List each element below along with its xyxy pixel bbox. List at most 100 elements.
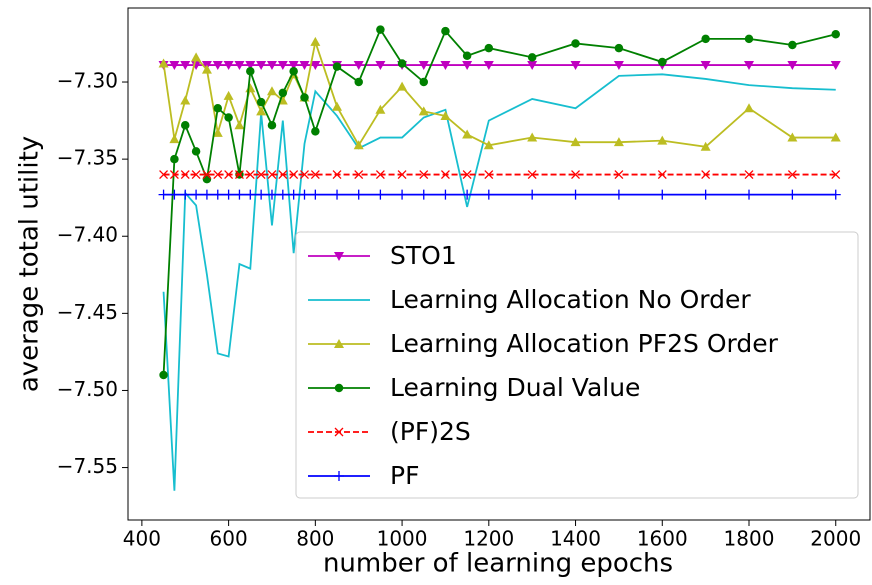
marker [224, 113, 233, 122]
series [159, 25, 840, 380]
marker [440, 189, 451, 200]
marker [180, 61, 191, 71]
marker [788, 40, 797, 50]
x-tick-label: 1600 [637, 527, 688, 551]
marker [527, 132, 538, 142]
marker [212, 189, 223, 200]
marker [201, 189, 212, 200]
marker [440, 170, 450, 180]
marker [332, 189, 343, 200]
marker [787, 189, 798, 200]
x-tick-label: 1200 [463, 527, 514, 551]
marker [266, 189, 277, 200]
marker [180, 170, 190, 180]
marker [246, 66, 255, 76]
marker [212, 127, 223, 137]
y-tick-label: −7.30 [57, 69, 118, 93]
legend-box [295, 231, 859, 499]
marker [462, 129, 473, 139]
marker [527, 61, 538, 71]
marker [830, 189, 841, 200]
marker [158, 58, 169, 68]
marker [830, 132, 841, 142]
marker [267, 170, 277, 180]
marker [397, 81, 408, 91]
marker [701, 34, 710, 44]
marker [744, 189, 755, 200]
marker [375, 61, 386, 71]
marker [223, 61, 234, 71]
marker [300, 93, 309, 102]
marker [334, 383, 344, 393]
marker [191, 147, 201, 156]
marker [483, 189, 494, 200]
marker [570, 61, 581, 71]
marker [180, 95, 191, 105]
marker [311, 127, 320, 136]
marker [353, 189, 364, 200]
marker [277, 61, 288, 71]
marker [266, 86, 277, 96]
legend-label: STO1 [390, 241, 457, 270]
marker [354, 77, 363, 87]
marker [169, 134, 180, 144]
marker [299, 189, 310, 200]
line [162, 73, 836, 491]
marker [744, 34, 754, 44]
y-tick-label: −7.50 [57, 377, 118, 401]
marker [462, 61, 473, 71]
marker [213, 170, 223, 180]
marker [353, 140, 364, 150]
marker [277, 189, 288, 200]
marker [462, 170, 472, 180]
marker [657, 135, 668, 145]
marker [700, 141, 711, 151]
marker [657, 170, 667, 180]
marker [288, 61, 299, 71]
marker [245, 189, 256, 200]
marker [256, 170, 266, 180]
marker [831, 29, 840, 39]
marker [613, 61, 624, 71]
marker [266, 61, 277, 71]
marker [256, 97, 266, 107]
marker [787, 132, 798, 142]
marker [278, 170, 288, 180]
marker [191, 61, 202, 71]
marker [483, 61, 494, 71]
marker [613, 137, 624, 147]
y-tick-label: −7.35 [57, 146, 118, 170]
marker [613, 189, 624, 200]
marker [180, 189, 191, 200]
marker [267, 120, 277, 130]
y-axis-label: average total utility [15, 136, 45, 392]
marker [278, 88, 288, 98]
marker [571, 170, 581, 180]
marker [245, 83, 256, 93]
marker [170, 154, 179, 164]
marker [300, 170, 309, 180]
marker [462, 189, 473, 200]
legend-label: Learning Allocation No Order [390, 285, 751, 314]
marker [830, 61, 841, 71]
legend-label: PF [390, 461, 419, 490]
x-tick-label: 400 [123, 527, 161, 551]
marker [418, 189, 429, 200]
marker [440, 61, 451, 71]
series [158, 189, 841, 200]
marker [700, 189, 711, 200]
marker [353, 61, 364, 71]
marker [334, 252, 344, 261]
marker [310, 61, 321, 71]
marker [354, 170, 364, 180]
marker [191, 52, 202, 62]
marker [234, 120, 245, 130]
marker [831, 170, 841, 180]
marker [245, 170, 255, 180]
marker [202, 174, 212, 184]
marker [289, 66, 298, 76]
marker [375, 104, 386, 114]
x-axis-label: number of learning epochs [323, 549, 673, 579]
marker [180, 120, 190, 130]
marker [527, 53, 537, 62]
